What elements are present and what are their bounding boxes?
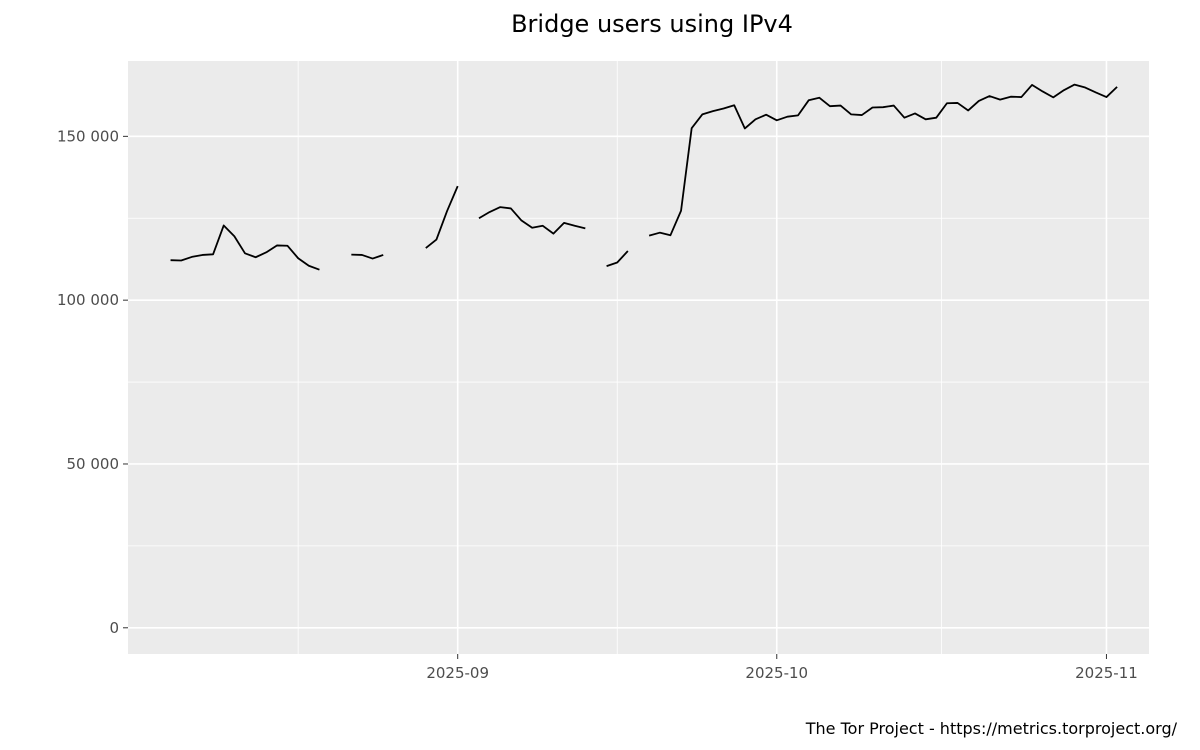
chart-title: Bridge users using IPv4 <box>511 10 793 38</box>
plot-panel <box>128 61 1149 654</box>
y-tick-label: 150 000 <box>57 127 119 145</box>
axes: 0 50 000 100 000 150 000 2025-09 2025-10 2025-… <box>57 127 1138 682</box>
x-tick-label: 2025-11 <box>1075 664 1138 682</box>
grid <box>128 61 1149 654</box>
series-line-segment <box>170 224 320 271</box>
y-tick-label: 0 <box>109 619 119 637</box>
series-line-segment <box>425 185 459 249</box>
series-line-segment <box>478 206 586 235</box>
series-line-segment <box>648 83 1118 237</box>
series-line-segment <box>351 253 384 260</box>
footer-credit: The Tor Project - https://metrics.torpro… <box>805 719 1178 738</box>
x-tick-label: 2025-09 <box>426 664 489 682</box>
series-line-segment <box>606 250 629 267</box>
y-tick-label: 50 000 <box>67 455 120 473</box>
x-tick-label: 2025-10 <box>745 664 808 682</box>
series-line <box>170 83 1118 271</box>
y-tick-label: 100 000 <box>57 291 119 309</box>
